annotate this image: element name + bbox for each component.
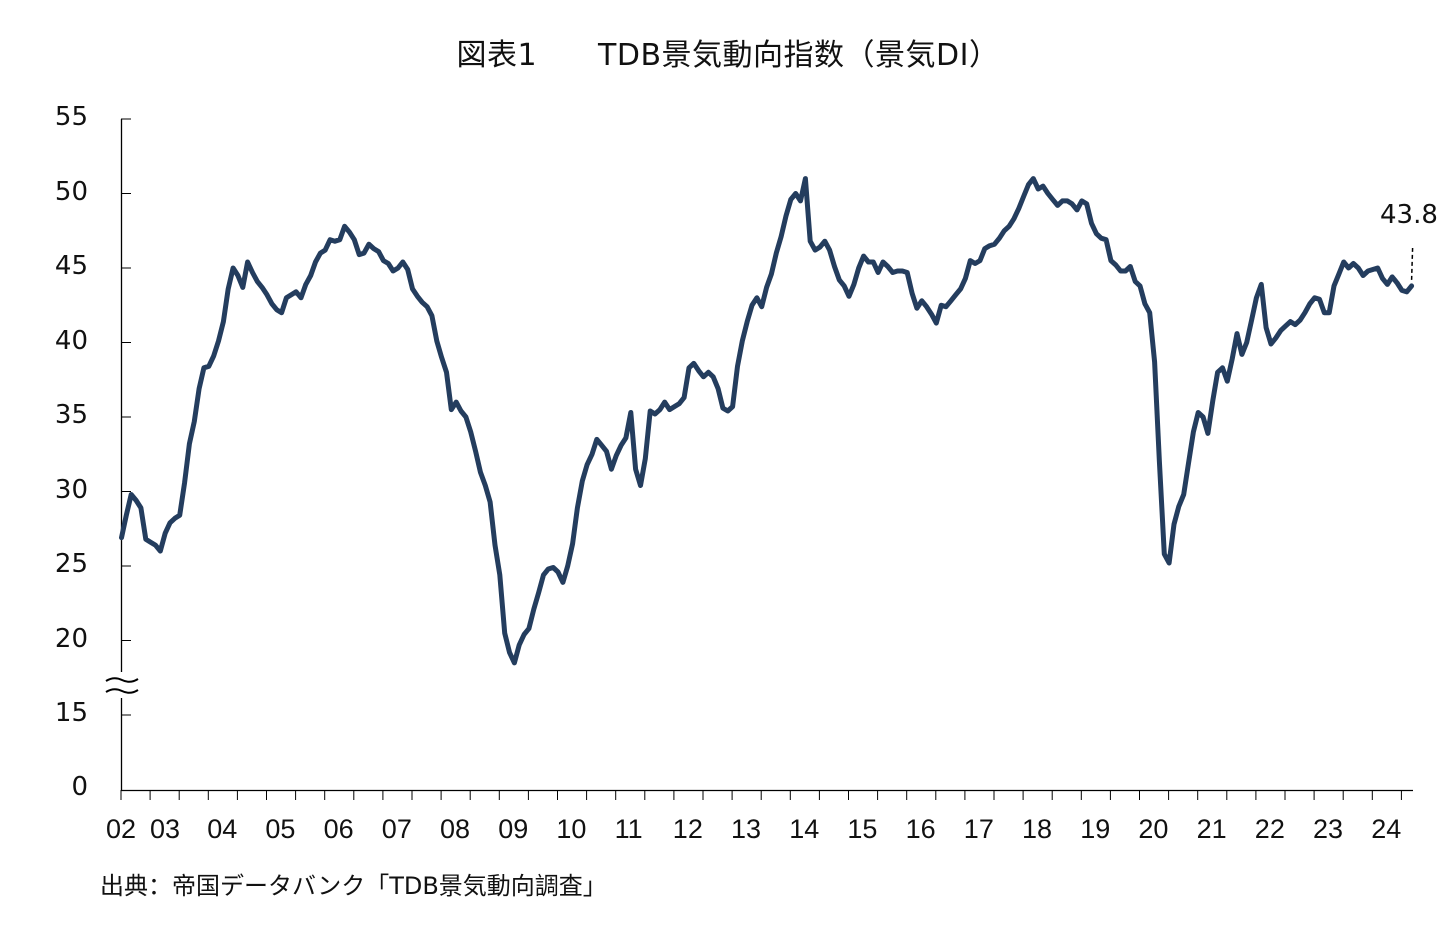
x-tick-label: 06	[323, 814, 354, 844]
x-tick-label: 18	[1022, 814, 1053, 844]
y-tick-label: 15	[54, 698, 88, 728]
y-tick-label: 45	[54, 251, 88, 281]
x-tick-label: 23	[1313, 814, 1344, 844]
x-tick-label: 07	[381, 814, 412, 844]
x-tick-label: 09	[498, 814, 529, 844]
x-tick-label: 05	[265, 814, 296, 844]
x-tick-label: 21	[1196, 814, 1227, 844]
y-tick-label: 0	[71, 772, 88, 802]
x-tick-label: 14	[789, 814, 820, 844]
y-tick-label: 30	[54, 474, 88, 505]
source-note: 出典：帝国データバンク「TDB景気動向調査」	[100, 872, 607, 900]
x-tick-label: 10	[556, 814, 587, 844]
y-tick-label: 50	[54, 176, 88, 207]
y-tick-label: 35	[54, 400, 88, 430]
x-tick-label: 08	[440, 814, 471, 844]
x-tick-label: 11	[614, 814, 643, 844]
y-tick-label: 25	[54, 549, 88, 579]
x-tick-label: 02	[106, 814, 137, 844]
y-tick-label: 20	[54, 623, 88, 654]
annotation-leader-line	[1410, 247, 1414, 280]
x-tick-label: 20	[1138, 814, 1169, 844]
x-ticks	[120, 790, 1402, 800]
x-tick-label: 15	[847, 814, 878, 844]
x-tick-label: 04	[207, 814, 238, 844]
series-line-keiki-di	[119, 176, 1415, 666]
y-tick-label: 40	[54, 325, 88, 356]
x-tick-label: 12	[672, 814, 703, 844]
latest-value-annotation: 43.8	[1380, 200, 1438, 230]
x-tick-label: 16	[905, 814, 936, 844]
x-tick-label: 17	[963, 814, 994, 844]
y-tick-label: 55	[54, 102, 88, 132]
x-tick-label: 22	[1254, 814, 1285, 844]
axis-break-icon	[104, 672, 140, 698]
chart-title: 図表1 TDB景気動向指数（景気DI）	[456, 38, 1000, 73]
y-ticks	[121, 118, 131, 716]
x-tick-label: 24	[1371, 814, 1402, 844]
x-tick-label: 03	[150, 814, 181, 844]
x-tick-label: 19	[1080, 814, 1111, 844]
x-tick-label: 13	[731, 814, 762, 844]
